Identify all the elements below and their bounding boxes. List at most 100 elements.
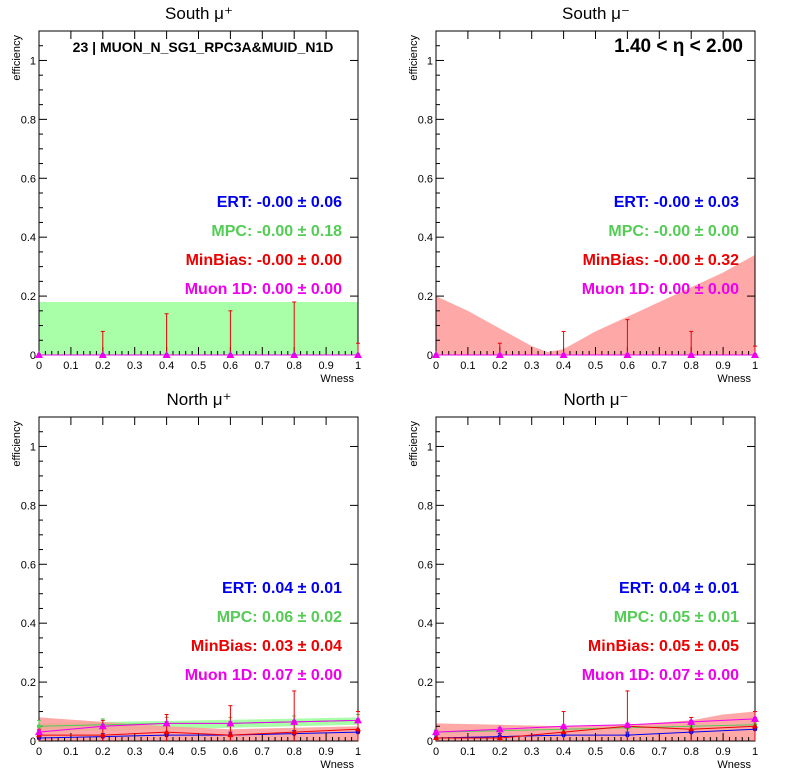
x-tick-label: 0: [36, 746, 42, 758]
plot-area: 0 0.1 0.2 0.3 0.4 0.5 0.6 0.7 0.8 0.9 1 0 0.2 0.4 0.6 0…: [408, 416, 759, 771]
muon-1d-point: [98, 722, 107, 730]
x-tick-label: 1: [355, 746, 361, 758]
minbias-point: [163, 729, 170, 735]
x-tick-label: 0.1: [63, 360, 78, 372]
panel-north-mu-minus: 0 0.1 0.2 0.3 0.4 0.5 0.6 0.7 0.8 0.9 1 0 0.2 0.4 0.6 0…: [408, 390, 759, 771]
y-tick-label: 1: [30, 55, 36, 67]
panel-title: North μ⁺: [166, 390, 231, 409]
plot-area: 0 0.1 0.2 0.3 0.4 0.5 0.6 0.7 0.8 0.9 1 0 0.2 0.4 0.6 0…: [11, 30, 362, 385]
muon-1d-point: [432, 351, 440, 358]
plot-area: 0 0.1 0.2 0.3 0.4 0.5 0.6 0.7 0.8 0.9 1 0 0.2 0.4 0.6 0…: [11, 416, 362, 771]
muon-1d-series-line: [38, 719, 359, 733]
ert-label: ERT: 0.04 ± 0.01: [619, 580, 739, 597]
x-tick-label: 0.4: [556, 746, 571, 758]
mpc-series-line: [435, 724, 756, 733]
x-tick-label: 0.7: [652, 746, 667, 758]
muon-1d-point: [290, 351, 299, 358]
y-tick-label: 0.2: [21, 291, 36, 303]
muon-1d-point: [495, 351, 504, 358]
x-tick-label: 0.9: [715, 360, 730, 372]
minbias-series-line: [39, 728, 359, 736]
minbias-series-line: [436, 725, 756, 739]
x-tick-label: 0.2: [95, 746, 110, 758]
minbias-label: MinBias: -0.00 ± 0.32: [583, 252, 740, 269]
x-tick-label: 0.5: [191, 746, 206, 758]
x-tick-label: 0.8: [684, 360, 699, 372]
plot-frame: [435, 416, 756, 742]
y-tick-label: 1: [30, 441, 36, 453]
ert-label: ERT: -0.00 ± 0.06: [217, 194, 342, 211]
panel-south-mu-minus: 0 0.1 0.2 0.3 0.4 0.5 0.6 0.7 0.8 0.9 1 0 0.2 0.4 0.6 0…: [408, 4, 759, 385]
x-tick-label: 1: [355, 360, 361, 372]
muon-label: Muon 1D: 0.00 ± 0.00: [185, 281, 342, 298]
plot-frame: [38, 416, 359, 742]
y-tick-label: 0.4: [21, 232, 36, 244]
y-tick-label: 0.8: [21, 500, 36, 512]
y-tick-label: 0: [30, 736, 36, 748]
mpc-label: MPC: 0.06 ± 0.02: [217, 609, 342, 626]
minbias-point: [752, 723, 758, 729]
y-tick-label: 0.8: [418, 114, 433, 126]
muon-1d-point: [98, 351, 107, 358]
y-tick-label: 0.2: [21, 677, 36, 689]
y-tick-label: 0: [30, 350, 36, 362]
muon-1d-point: [290, 717, 299, 725]
muon-1d-point: [226, 719, 235, 727]
muon-1d-point: [162, 719, 171, 727]
x-tick-label: 0.2: [492, 360, 507, 372]
y-tick-label: 0.4: [418, 232, 433, 244]
panel-title: South μ⁺: [165, 4, 233, 23]
y-tick-label: 0.2: [418, 677, 433, 689]
x-axis-label: Wness: [717, 373, 751, 385]
x-tick-label: 0.7: [652, 360, 667, 372]
minbias-band: [39, 717, 358, 741]
x-tick-label: 0.6: [223, 360, 238, 372]
x-tick-label: 0.9: [318, 360, 333, 372]
y-tick-label: 0.6: [21, 173, 36, 185]
y-tick-label: 0.6: [418, 173, 433, 185]
x-tick-label: 0.4: [159, 360, 174, 372]
muon-1d-point: [354, 351, 362, 358]
x-tick-label: 0.3: [524, 746, 539, 758]
x-tick-label: 0.6: [223, 746, 238, 758]
minbias-point: [291, 729, 298, 735]
x-axis-label: Wness: [320, 759, 354, 771]
minbias-label: MinBias: 0.03 ± 0.04: [191, 638, 342, 655]
ert-label: ERT: -0.00 ± 0.03: [614, 194, 739, 211]
mpc-band: [39, 301, 358, 355]
minbias-band: [436, 711, 755, 741]
muon-1d-point: [751, 714, 759, 722]
x-tick-label: 0.1: [460, 746, 475, 758]
x-tick-label: 0.5: [191, 360, 206, 372]
minbias-point: [688, 726, 695, 732]
minbias-label: MinBias: 0.05 ± 0.05: [588, 638, 739, 655]
x-tick-label: 0.5: [588, 360, 603, 372]
x-tick-label: 0.8: [287, 360, 302, 372]
x-tick-label: 0.6: [620, 746, 635, 758]
minbias-point: [99, 732, 106, 738]
muon-1d-point: [162, 351, 171, 358]
y-tick-label: 0.8: [21, 114, 36, 126]
x-tick-label: 0.1: [63, 746, 78, 758]
mpc-point: [36, 724, 42, 729]
y-axis-label: efficiency: [11, 35, 23, 81]
mpc-label: MPC: -0.00 ± 0.00: [608, 223, 739, 240]
muon-1d-point: [687, 717, 696, 725]
x-axis-label: Wness: [320, 373, 354, 385]
mpc-label: MPC: 0.05 ± 0.01: [614, 609, 739, 626]
x-tick-label: 0.2: [95, 360, 110, 372]
panel-title: North μ⁻: [563, 390, 628, 409]
x-tick-label: 0.4: [159, 746, 174, 758]
x-axis-label: Wness: [717, 759, 751, 771]
minbias-label: MinBias: -0.00 ± 0.00: [186, 252, 343, 269]
eta-range-annotation: 1.40 < η < 2.00: [614, 36, 743, 57]
y-tick-label: 0.6: [418, 559, 433, 571]
x-tick-label: 0.4: [556, 360, 571, 372]
muon-1d-point: [687, 351, 696, 358]
muon-1d-point: [35, 351, 43, 358]
x-tick-label: 1: [752, 360, 758, 372]
ert-series-line: [435, 728, 756, 739]
minbias-point: [496, 735, 503, 741]
